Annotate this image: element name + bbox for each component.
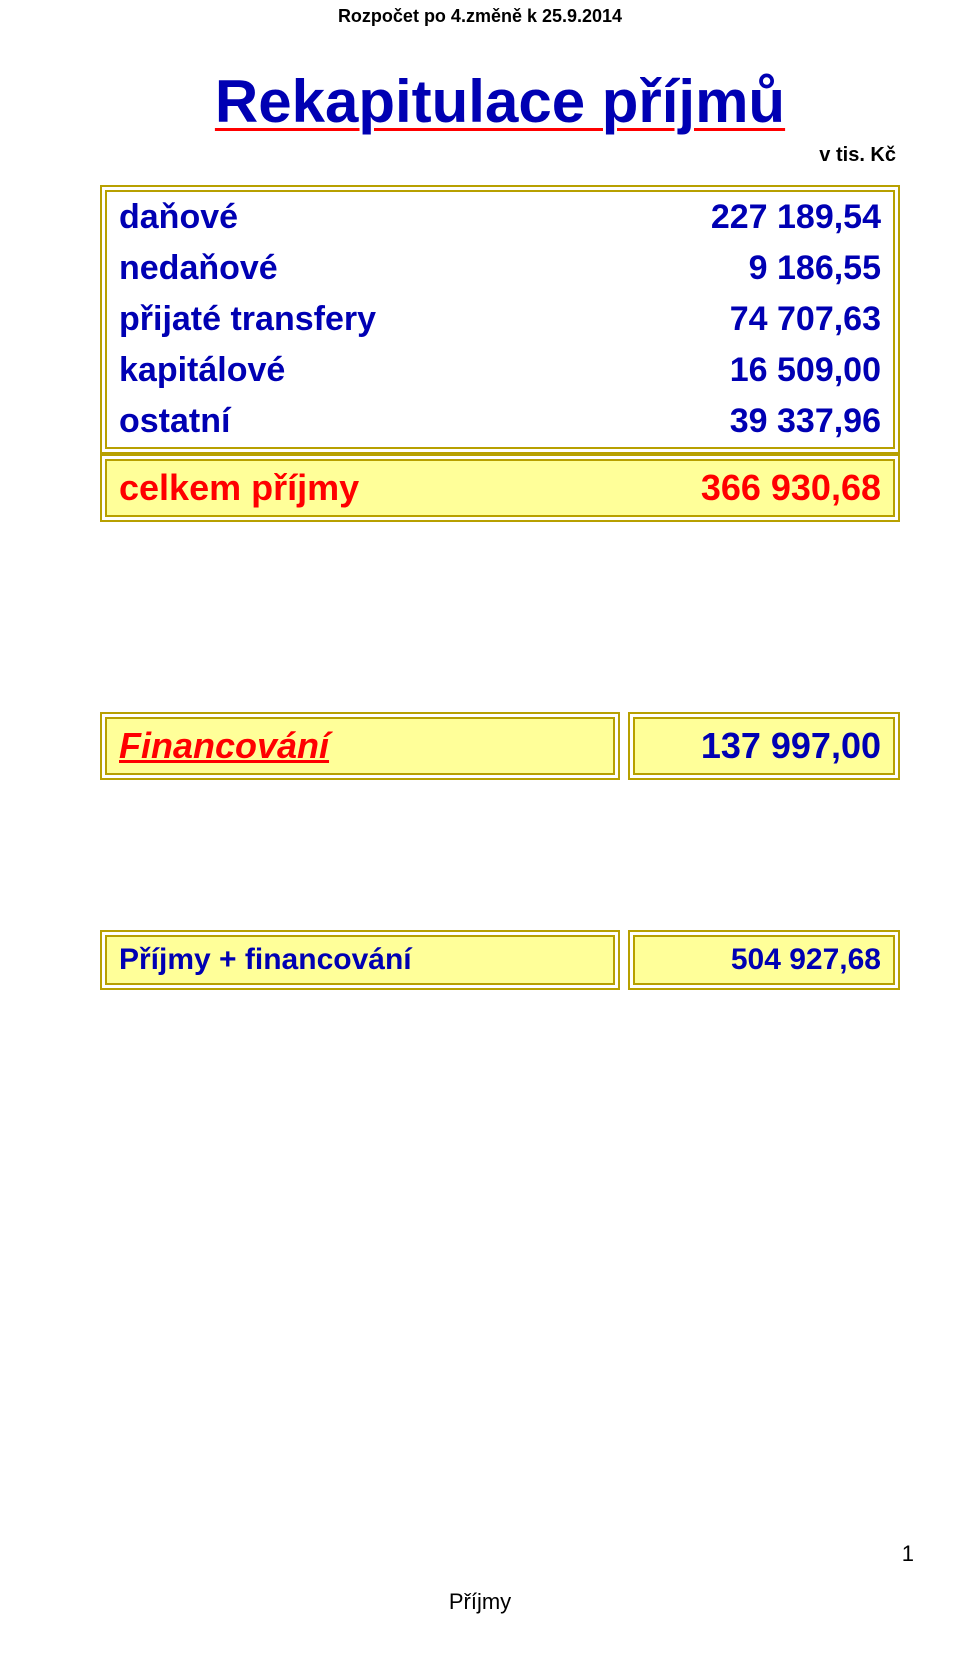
title-wrap: Rekapitulace příjmů	[100, 67, 900, 136]
header-note: Rozpočet po 4.změně k 25.9.2014	[60, 6, 900, 27]
grand-total-row: Příjmy + financování 504 927,68	[100, 930, 900, 990]
page-title: Rekapitulace příjmů	[215, 68, 785, 135]
financing-row: Financování 137 997,00	[100, 712, 900, 780]
table-row: ostatní 39 337,96	[107, 396, 893, 447]
row-label: ostatní	[107, 396, 572, 447]
grand-total-label: Příjmy + financování	[105, 935, 615, 985]
row-label: přijaté transfery	[107, 294, 572, 345]
row-value: 16 509,00	[572, 345, 893, 396]
income-rows-table: daňové 227 189,54 nedaňové 9 186,55 přij…	[107, 192, 893, 447]
unit-note: v tis. Kč	[100, 144, 896, 167]
financing-label: Financování	[105, 717, 615, 775]
income-total-frame-inner: celkem příjmy 366 930,68	[105, 459, 895, 517]
grand-total-value: 504 927,68	[633, 935, 895, 985]
row-value: 9 186,55	[572, 243, 893, 294]
table-row: nedaňové 9 186,55	[107, 243, 893, 294]
total-label: celkem příjmy	[107, 461, 550, 515]
row-label: nedaňové	[107, 243, 572, 294]
total-value: 366 930,68	[550, 461, 893, 515]
row-value: 39 337,96	[572, 396, 893, 447]
income-total-frame-outer: celkem příjmy 366 930,68	[100, 454, 900, 522]
footer-label: Příjmy	[0, 1589, 960, 1615]
spacer	[100, 522, 900, 712]
grand-total-value-frame: 504 927,68	[628, 930, 900, 990]
page-number: 1	[902, 1541, 914, 1567]
row-label: daňové	[107, 192, 572, 243]
income-rows-frame-outer: daňové 227 189,54 nedaňové 9 186,55 přij…	[100, 185, 900, 454]
total-row: celkem příjmy 366 930,68	[107, 461, 893, 515]
financing-label-frame: Financování	[100, 712, 620, 780]
income-rows-frame-inner: daňové 227 189,54 nedaňové 9 186,55 přij…	[105, 190, 895, 449]
row-label: kapitálové	[107, 345, 572, 396]
grand-total-label-frame: Příjmy + financování	[100, 930, 620, 990]
row-value: 227 189,54	[572, 192, 893, 243]
spacer	[100, 780, 900, 930]
table-row: přijaté transfery 74 707,63	[107, 294, 893, 345]
table-row: kapitálové 16 509,00	[107, 345, 893, 396]
income-total-table: celkem příjmy 366 930,68	[107, 461, 893, 515]
financing-value-frame: 137 997,00	[628, 712, 900, 780]
financing-value: 137 997,00	[633, 717, 895, 775]
row-value: 74 707,63	[572, 294, 893, 345]
table-row: daňové 227 189,54	[107, 192, 893, 243]
